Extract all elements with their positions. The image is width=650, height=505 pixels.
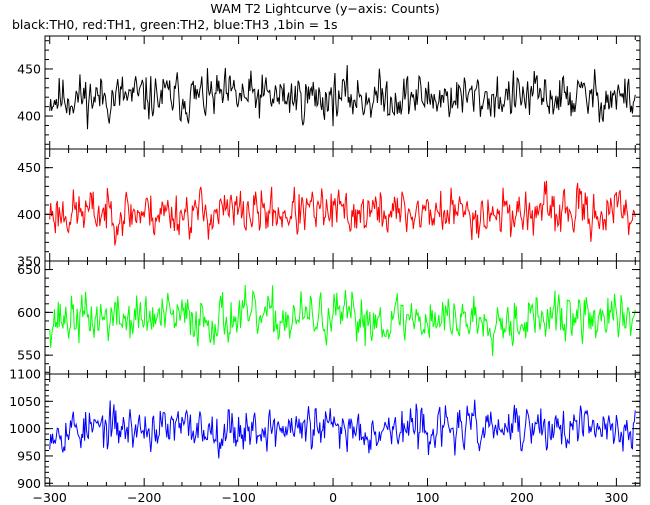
series-line-th3 <box>49 399 636 459</box>
y-tick-label: 400 <box>17 109 41 124</box>
y-tick-label: 400 <box>17 207 41 222</box>
x-axis: −300 −200 −100 0 100 200 300 <box>33 490 629 505</box>
y-tick-label: 1100 <box>9 367 41 382</box>
y-tick-label: 650 <box>17 262 41 277</box>
panel-th0: 400 450 <box>17 35 641 150</box>
x-tick-label: 100 <box>416 490 440 505</box>
x-tick-label: −100 <box>221 490 255 505</box>
chart-title: WAM T2 Lightcurve (y−axis: Counts) <box>210 1 440 16</box>
x-tick-label: −200 <box>127 490 161 505</box>
panel-th1: 350 400 450 <box>17 148 641 269</box>
y-tick-label: 900 <box>17 476 41 491</box>
x-tick-label: −300 <box>33 490 67 505</box>
series-line-th0 <box>49 65 636 130</box>
series-line-th2 <box>49 285 636 357</box>
x-tick-label: 0 <box>329 490 337 505</box>
series-line-th1 <box>49 180 636 246</box>
y-tick-label: 1000 <box>9 421 41 436</box>
panel-th3: 900 950 1000 1050 1100 <box>9 367 641 491</box>
panel-frame <box>44 373 641 487</box>
y-tick-label: 950 <box>17 448 41 463</box>
y-tick-label: 600 <box>17 305 41 320</box>
y-tick-label: 450 <box>17 61 41 76</box>
panel-th2: 550 600 650 <box>17 260 641 375</box>
y-tick-label: 550 <box>17 348 41 363</box>
y-tick-label: 1050 <box>9 394 41 409</box>
y-tick-label: 450 <box>17 160 41 175</box>
x-tick-label: 200 <box>510 490 534 505</box>
x-tick-label: 300 <box>604 490 628 505</box>
chart-subtitle: black:TH0, red:TH1, green:TH2, blue:TH3 … <box>12 17 338 32</box>
y-tick-label: 350 <box>17 254 41 269</box>
